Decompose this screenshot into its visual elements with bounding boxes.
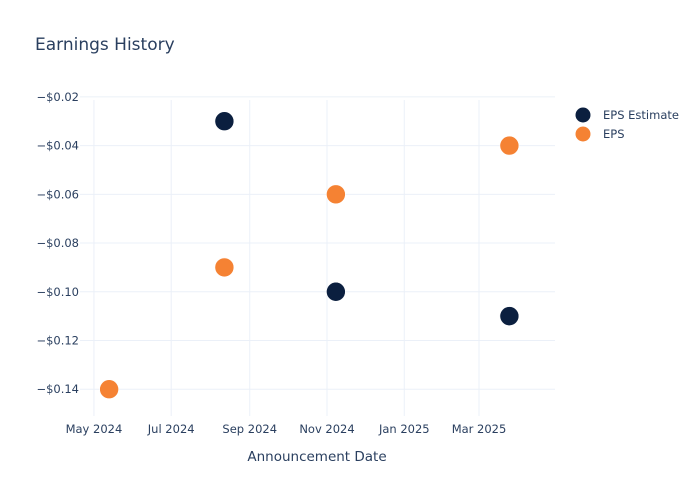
y-tick-label: −$0.04 [36,139,79,153]
x-axis-ticks: May 2024 Jul 2024 Sep 2024 Nov 2024 Jan 2025… [66,422,507,436]
chart-title: Earnings History [35,35,175,55]
eps-estimate-point[interactable] [499,306,520,326]
legend-marker [575,126,591,142]
grid-layer [80,96,555,416]
eps-point[interactable] [499,135,520,156]
eps-point[interactable] [214,257,235,278]
eps-estimate-point[interactable] [214,111,235,132]
legend-item-eps-estimate[interactable]: EPS Estimate [575,107,679,123]
y-tick-label: −$0.10 [36,285,79,299]
y-tick-label: −$0.14 [36,382,79,396]
y-axis-ticks: −$0.02 −$0.04 −$0.06 −$0.08 −$0.10 −$0.12 −$0.… [36,90,79,396]
x-tick-label: Jan 2025 [378,422,430,436]
legend-label: EPS Estimate [603,108,679,122]
x-tick-label: Jul 2024 [147,422,195,436]
x-axis-title: Announcement Date [247,449,386,465]
y-tick-label: −$0.08 [36,236,79,250]
x-tick-label: Nov 2024 [299,422,354,436]
series-eps-estimate [99,111,520,400]
y-tick-label: −$0.12 [36,333,79,347]
eps-point[interactable] [326,184,346,205]
data-points [99,111,520,400]
legend-marker [575,107,591,123]
legend-item-eps[interactable]: EPS [575,126,625,142]
x-tick-label: May 2024 [66,422,123,436]
x-tick-label: Mar 2025 [452,422,507,436]
y-tick-label: −$0.06 [36,187,79,201]
legend[interactable]: EPS Estimate EPS [575,107,679,142]
y-tick-label: −$0.02 [36,90,79,104]
eps-point[interactable] [99,379,119,400]
eps-estimate-point[interactable] [326,281,346,302]
series-eps [99,135,520,400]
legend-label: EPS [603,127,625,141]
x-tick-label: Sep 2024 [222,422,277,436]
